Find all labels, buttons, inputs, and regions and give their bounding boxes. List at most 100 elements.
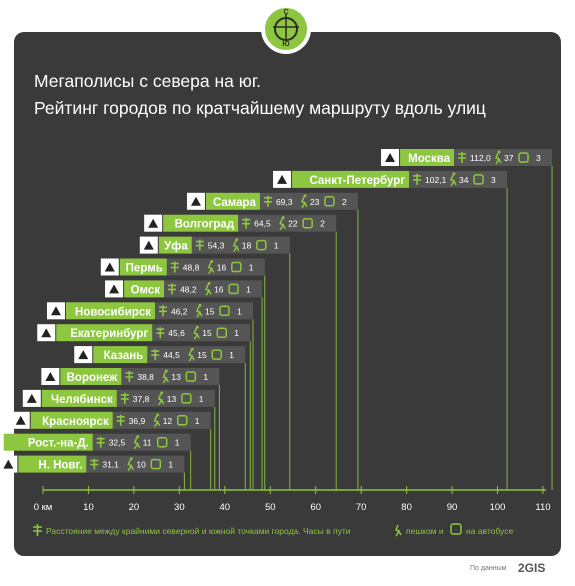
distance-value: 31,1	[102, 460, 119, 470]
road-icon	[90, 458, 99, 470]
city-bar	[30, 411, 113, 429]
x-tick-label: 20	[129, 502, 140, 513]
walk-hours-value: 12	[163, 416, 173, 426]
city-bar	[41, 389, 117, 407]
city-label: Казань	[104, 350, 144, 362]
emblem-shape-icon	[15, 415, 26, 425]
compass-cross-icon	[273, 14, 299, 40]
walk-icon-head	[129, 457, 133, 460]
legend-walk-icon	[395, 524, 402, 537]
walk-hours-value: 16	[214, 284, 224, 294]
emblem-shape-icon	[104, 262, 115, 272]
road-icon	[125, 371, 134, 382]
distance-value: 37,8	[133, 394, 150, 404]
city-bar	[18, 455, 87, 473]
compass-north-label: С	[283, 9, 289, 16]
walk-icon	[205, 284, 212, 296]
city-bar	[158, 236, 192, 254]
walk-icon-head	[195, 325, 199, 329]
distance-value: 36,9	[129, 416, 146, 426]
bus-icon	[216, 327, 228, 338]
compass-south-label: Ю	[282, 41, 290, 48]
walk-hours-value: 15	[205, 306, 215, 316]
distance-value: 48,2	[180, 284, 197, 294]
chart-subtitle: Рейтинг городов по кратчайшему маршруту …	[34, 98, 486, 118]
bus-hours-value: 2	[320, 219, 325, 229]
distance-value: 112,0	[470, 153, 491, 163]
city-label: Воронеж	[67, 372, 119, 384]
city-bar	[124, 280, 165, 298]
bus-icon	[176, 415, 188, 426]
city-bar	[65, 302, 155, 320]
walk-icon	[157, 393, 165, 406]
bus-icon	[150, 458, 162, 470]
bus-icon	[324, 196, 335, 207]
x-tick-label: 80	[401, 502, 412, 513]
walk-icon	[495, 152, 502, 165]
emblem-shape-icon	[385, 153, 396, 162]
emblem-shape-icon	[41, 328, 52, 338]
legend-road-icon	[33, 524, 42, 536]
road-icon	[170, 261, 179, 273]
road-icon	[242, 217, 251, 229]
bus-hours-value: 1	[175, 438, 180, 448]
distance-value: 38,8	[137, 372, 154, 382]
x-tick-label: 40	[220, 502, 231, 513]
city-label: Самара	[213, 197, 257, 209]
road-icon	[158, 305, 167, 317]
emblem-shape-icon	[143, 240, 154, 250]
walk-icon-head	[452, 172, 456, 176]
walk-hours-value: 11	[143, 438, 152, 448]
walk-hours-value: 18	[242, 241, 252, 251]
walk-hours-value: 10	[136, 460, 146, 470]
city-emblem-icon	[0, 433, 3, 451]
distance-value: 44,5	[163, 350, 180, 360]
city-bar	[292, 170, 410, 188]
city-bar	[60, 368, 122, 385]
emblem-shape-icon	[109, 284, 120, 294]
bus-icon	[181, 393, 192, 404]
city-label: Екатеринбург	[70, 328, 148, 340]
x-tick-label: 70	[356, 502, 367, 513]
bus-icon	[219, 305, 230, 317]
bus-icon	[231, 261, 242, 273]
walk-icon-head	[198, 303, 202, 307]
emblem-shape-icon	[3, 459, 14, 469]
walk-icon	[279, 218, 286, 231]
walk-hours-value: 34	[459, 175, 469, 185]
road-icon	[263, 195, 272, 207]
city-label: Санкт-Петербург	[309, 175, 405, 187]
bus-hours-value: 3	[491, 175, 496, 185]
walk-icon	[450, 174, 457, 187]
city-label: Волгоград	[175, 219, 235, 231]
emblem-shape-icon	[78, 350, 89, 360]
city-label: Москва	[408, 153, 451, 165]
road-icon	[96, 436, 105, 448]
walk-icon-head	[207, 282, 211, 285]
legend-bus-icon	[450, 523, 462, 535]
walk-icon	[188, 349, 195, 362]
city-bar	[205, 192, 260, 210]
distance-value: 46,2	[171, 306, 188, 316]
walk-icon-head	[190, 347, 194, 351]
emblem-shape-icon	[50, 306, 61, 316]
walk-icon-head	[160, 391, 164, 395]
city-bar	[93, 346, 148, 364]
road-icon	[458, 152, 467, 163]
x-tick-label: 10	[83, 502, 94, 513]
emblem-shape-icon	[277, 174, 288, 184]
walk-hours-value: 22	[288, 219, 298, 229]
source-label: По данным	[470, 565, 507, 572]
walk-hours-value: 13	[167, 394, 177, 404]
walk-icon	[153, 415, 161, 428]
bus-icon	[228, 283, 239, 295]
walk-icon-head	[497, 150, 501, 154]
distance-value: 69,3	[276, 197, 293, 207]
walk-icon-head	[164, 369, 168, 373]
brand-logo: 2GIS	[518, 561, 546, 575]
bus-hours-value: 1	[249, 263, 254, 273]
city-label: Н. Новг.	[38, 460, 82, 472]
bus-hours-value: 1	[199, 394, 204, 404]
emblem-shape-icon	[45, 372, 56, 381]
